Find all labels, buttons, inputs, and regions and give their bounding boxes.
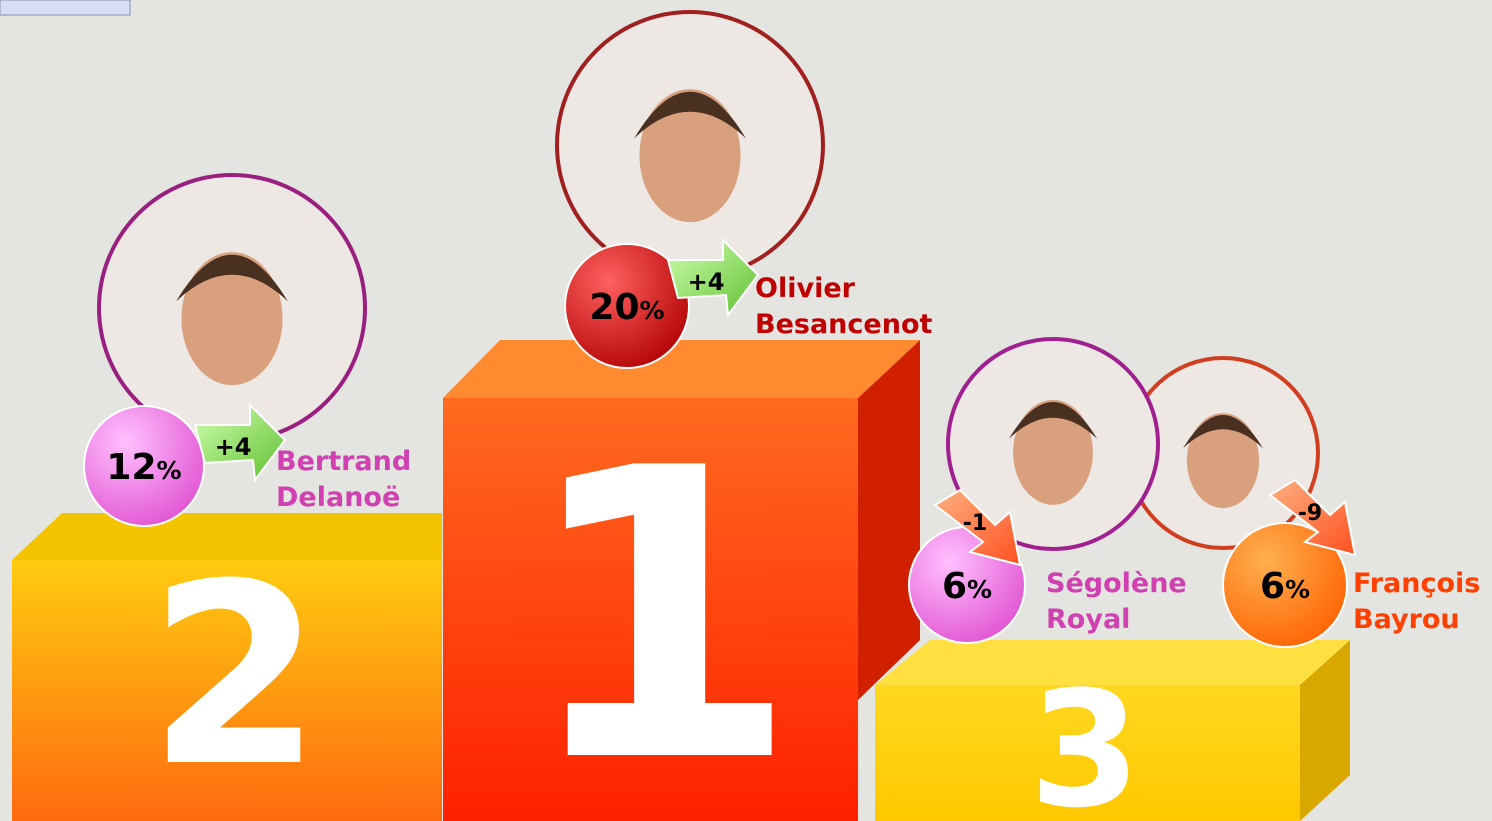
score-value: 20 bbox=[589, 287, 639, 328]
score-unit: % bbox=[640, 296, 665, 325]
podium-side bbox=[858, 340, 920, 700]
trend-change: -9 bbox=[1298, 501, 1322, 526]
candidate-name: Royal bbox=[1046, 604, 1130, 635]
candidate-name: François bbox=[1353, 568, 1480, 599]
score-unit: % bbox=[157, 456, 182, 485]
candidate-name: Bertrand bbox=[276, 446, 411, 477]
score-unit: % bbox=[1285, 575, 1310, 604]
score-value: 6 bbox=[942, 566, 967, 607]
portrait bbox=[557, 12, 823, 278]
portrait bbox=[99, 175, 365, 441]
rank-number: 2 bbox=[148, 530, 322, 821]
corner-box bbox=[0, 0, 130, 15]
rank-number: 3 bbox=[1029, 656, 1140, 821]
score-unit: % bbox=[967, 575, 992, 604]
trend-change: +4 bbox=[215, 433, 252, 461]
rank-number: 1 bbox=[521, 385, 799, 821]
trend-change: +4 bbox=[688, 268, 725, 296]
candidate-name: Ségolène bbox=[1046, 568, 1187, 599]
trend-change: -1 bbox=[963, 511, 987, 536]
page: 1 2 3 20% +4 Olivier Besancenot 12% +4 Bertran… bbox=[0, 0, 1492, 821]
candidate-name: Olivier bbox=[755, 273, 856, 304]
score-value: 12 bbox=[106, 447, 156, 488]
podium-graphic: 1 2 3 20% +4 Olivier Besancenot 12% +4 Bertran… bbox=[0, 0, 1492, 821]
candidate-name: Bayrou bbox=[1353, 604, 1460, 635]
candidate-name: Delanoë bbox=[276, 482, 400, 513]
candidate-name: Besancenot bbox=[755, 309, 932, 340]
score-value: 6 bbox=[1260, 566, 1285, 607]
